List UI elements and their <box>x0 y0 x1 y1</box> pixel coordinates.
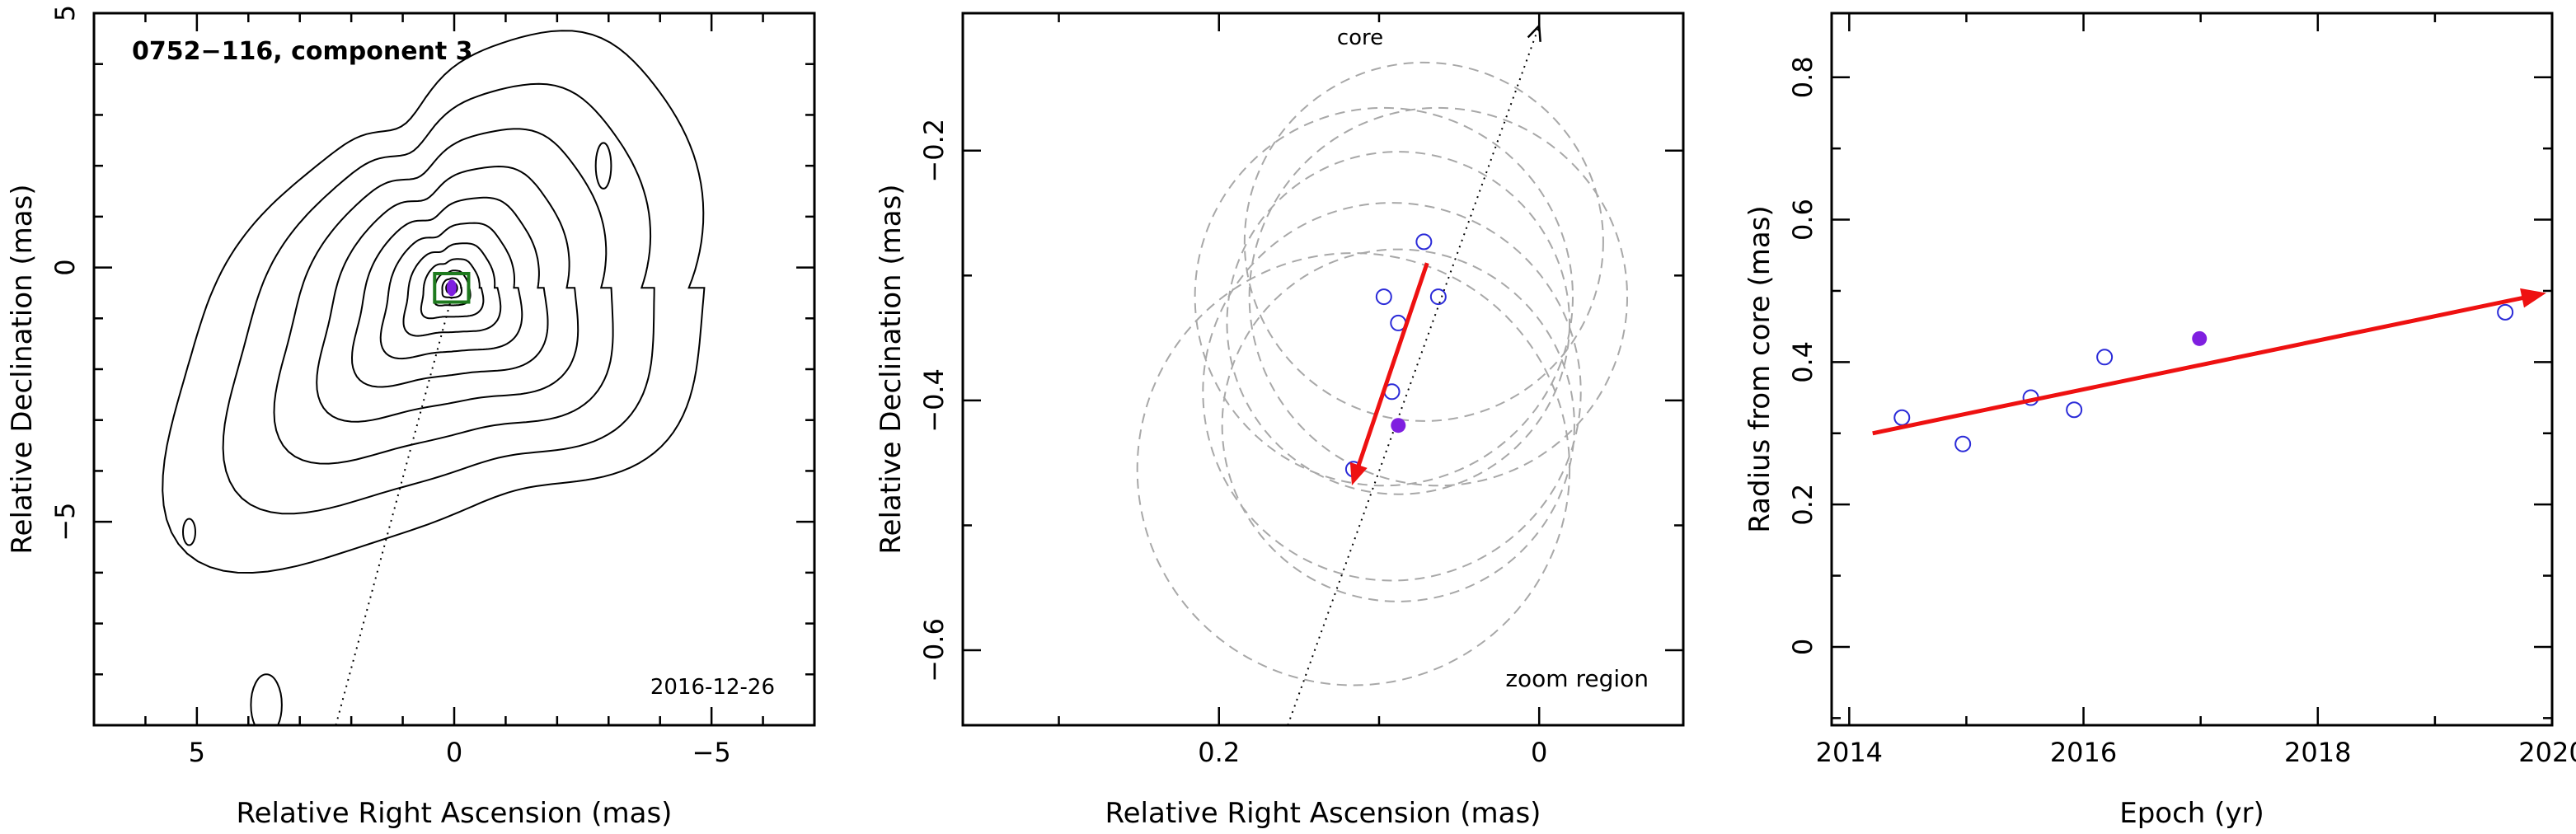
panel-1-ticks <box>94 12 814 725</box>
open-point <box>1375 288 1392 306</box>
error-circle <box>1202 202 1582 582</box>
p2-x-tick-label: 0.2 <box>1198 737 1240 768</box>
open-point <box>1893 409 1911 426</box>
filled-point <box>1391 418 1406 433</box>
motion-fit-arrow <box>1872 293 2534 436</box>
open-point <box>2497 303 2514 321</box>
contour-lines <box>162 30 706 725</box>
panel-3-frame <box>1830 12 2554 727</box>
p1-y-tick-label: 0 <box>49 259 81 275</box>
panel-contour-map: 0752−116, component 3 2016-12-26 5 0 −5 5 0 −… <box>6 5 816 830</box>
epoch-date-label: 2016-12-26 <box>650 675 775 700</box>
contour-level <box>420 258 485 320</box>
p1-x-tick-label: −5 <box>692 737 731 768</box>
panel-1-frame <box>92 12 816 727</box>
zoom-plot-area <box>1136 23 1629 725</box>
x-axis-label: Relative Right Ascension (mas) <box>1105 797 1541 830</box>
contour-level <box>379 222 523 360</box>
error-circle <box>1136 252 1571 686</box>
zoom-region-label: zoom region <box>1505 665 1649 692</box>
contour-level <box>402 242 502 337</box>
panel-zoom-region: core zoom region 0.2 0 −0.2 −0.4 −0.6 Relati… <box>875 12 1685 830</box>
open-point <box>1954 435 1972 452</box>
contour-group <box>162 30 706 725</box>
panel-1-tick-labels: 5 0 −5 5 0 −5 <box>49 5 731 768</box>
panel-2-frame <box>961 12 1685 727</box>
p3-x-tick-label: 2014 <box>1816 737 1883 768</box>
contour-level <box>441 277 462 299</box>
open-point <box>2066 401 2083 419</box>
p3-x-tick-label: 2018 <box>2284 737 2351 768</box>
open-point <box>1415 233 1433 251</box>
contour-level <box>222 82 655 515</box>
core-label: core <box>1337 26 1383 50</box>
panel-2-ticks <box>963 13 1683 725</box>
contour-island <box>250 673 283 725</box>
error-circles <box>1136 61 1629 686</box>
x-axis-label: Relative Right Ascension (mas) <box>237 797 673 830</box>
p3-y-tick-label: 0.4 <box>1787 341 1818 383</box>
error-circle <box>1226 151 1571 495</box>
open-point <box>1429 288 1447 306</box>
p3-x-tick-label: 2016 <box>2050 737 2117 768</box>
contour-level <box>316 165 579 423</box>
contour-level <box>350 196 549 388</box>
p3-y-tick-label: 0.8 <box>1787 56 1818 98</box>
p2-y-tick-label: −0.4 <box>918 368 950 433</box>
jet-axis-line <box>1287 25 1541 725</box>
panel-2-tick-labels: 0.2 0 −0.2 −0.4 −0.6 <box>918 119 1547 768</box>
component-position-marker <box>446 279 457 297</box>
p1-x-tick-label: 5 <box>189 737 205 768</box>
error-circle <box>1221 248 1575 602</box>
jet-axis-line <box>335 287 455 725</box>
motion-fit-arrow-head <box>2520 288 2546 308</box>
p1-y-tick-label: −5 <box>49 503 81 541</box>
p1-x-tick-label: 0 <box>446 737 462 768</box>
y-axis-label: Relative Declination (mas) <box>875 184 908 554</box>
contour-island <box>594 142 612 190</box>
open-point <box>2096 349 2114 366</box>
radius-plot-area <box>1872 288 2546 452</box>
error-circle <box>1248 106 1629 487</box>
x-axis-label: Epoch (yr) <box>2119 797 2264 830</box>
contour-island <box>182 518 196 546</box>
contour-level <box>162 30 706 574</box>
motion-fit-arrow <box>1354 262 1429 474</box>
p2-y-tick-label: −0.2 <box>918 119 950 183</box>
radius-points <box>1893 303 2514 452</box>
filled-point <box>2192 330 2208 346</box>
motion-fit-arrow-head <box>1349 462 1368 485</box>
error-circle <box>1243 61 1604 422</box>
p3-y-tick-label: 0.6 <box>1787 199 1818 241</box>
core-label-bg <box>1332 23 1383 51</box>
y-axis-label: Relative Declination (mas) <box>6 184 39 554</box>
panel-3-ticks <box>1832 13 2554 725</box>
p2-y-tick-label: −0.6 <box>918 618 950 682</box>
p2-x-tick-label: 0 <box>1531 737 1547 768</box>
p3-y-tick-label: 0 <box>1787 639 1818 655</box>
y-axis-label: Radius from core (mas) <box>1743 205 1776 532</box>
p3-y-tick-label: 0.2 <box>1787 484 1818 526</box>
component-box <box>433 271 471 304</box>
contour-level <box>273 128 614 465</box>
error-circle <box>1194 106 1574 487</box>
panel-title: 0752−116, component 3 <box>132 37 473 66</box>
p1-y-tick-label: 5 <box>49 5 81 21</box>
